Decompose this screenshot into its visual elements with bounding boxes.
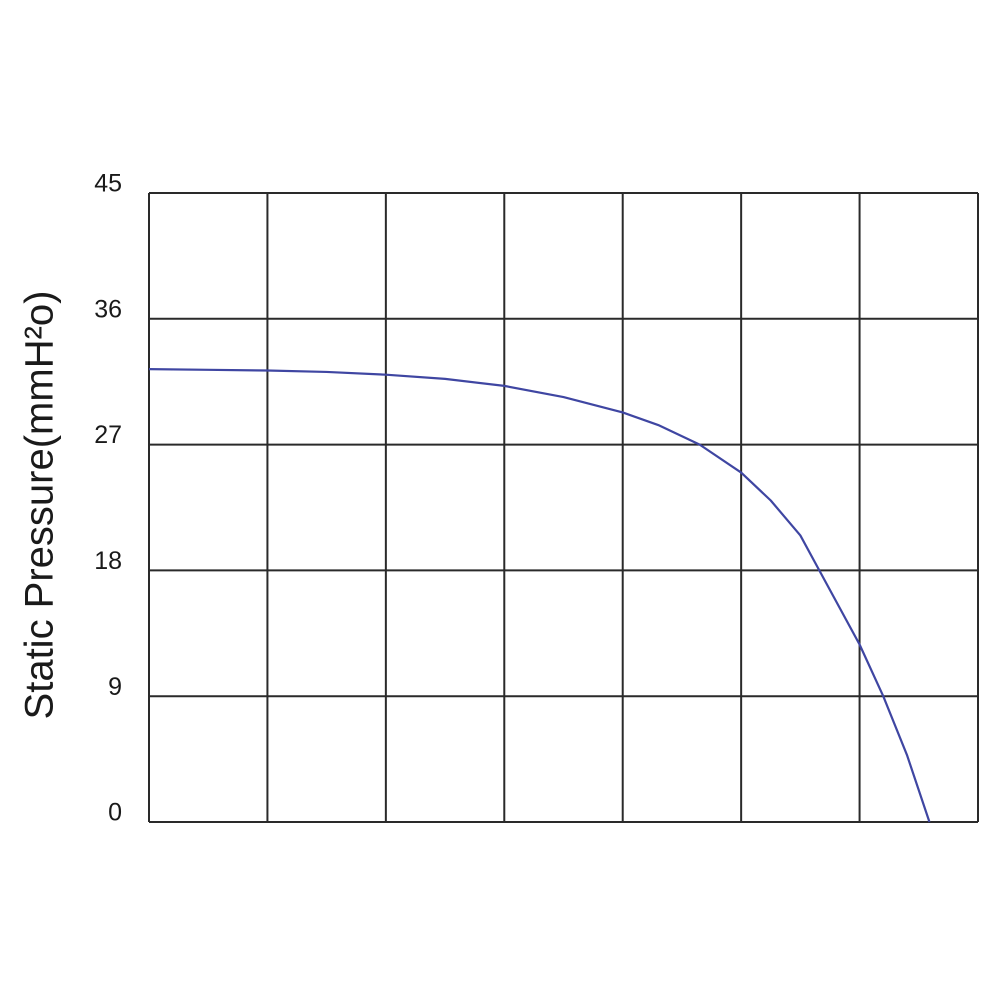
y-tick-label: 9 <box>108 673 122 701</box>
y-tick-label: 18 <box>94 547 122 575</box>
y-tick-label: 27 <box>94 421 122 449</box>
data-line <box>148 368 931 823</box>
y-tick-label: 45 <box>94 170 122 198</box>
y-axis-label: Static Pressure(mmH²o) <box>18 291 62 720</box>
y-tick-label: 0 <box>108 799 122 827</box>
y-tick-label: 36 <box>94 295 122 323</box>
